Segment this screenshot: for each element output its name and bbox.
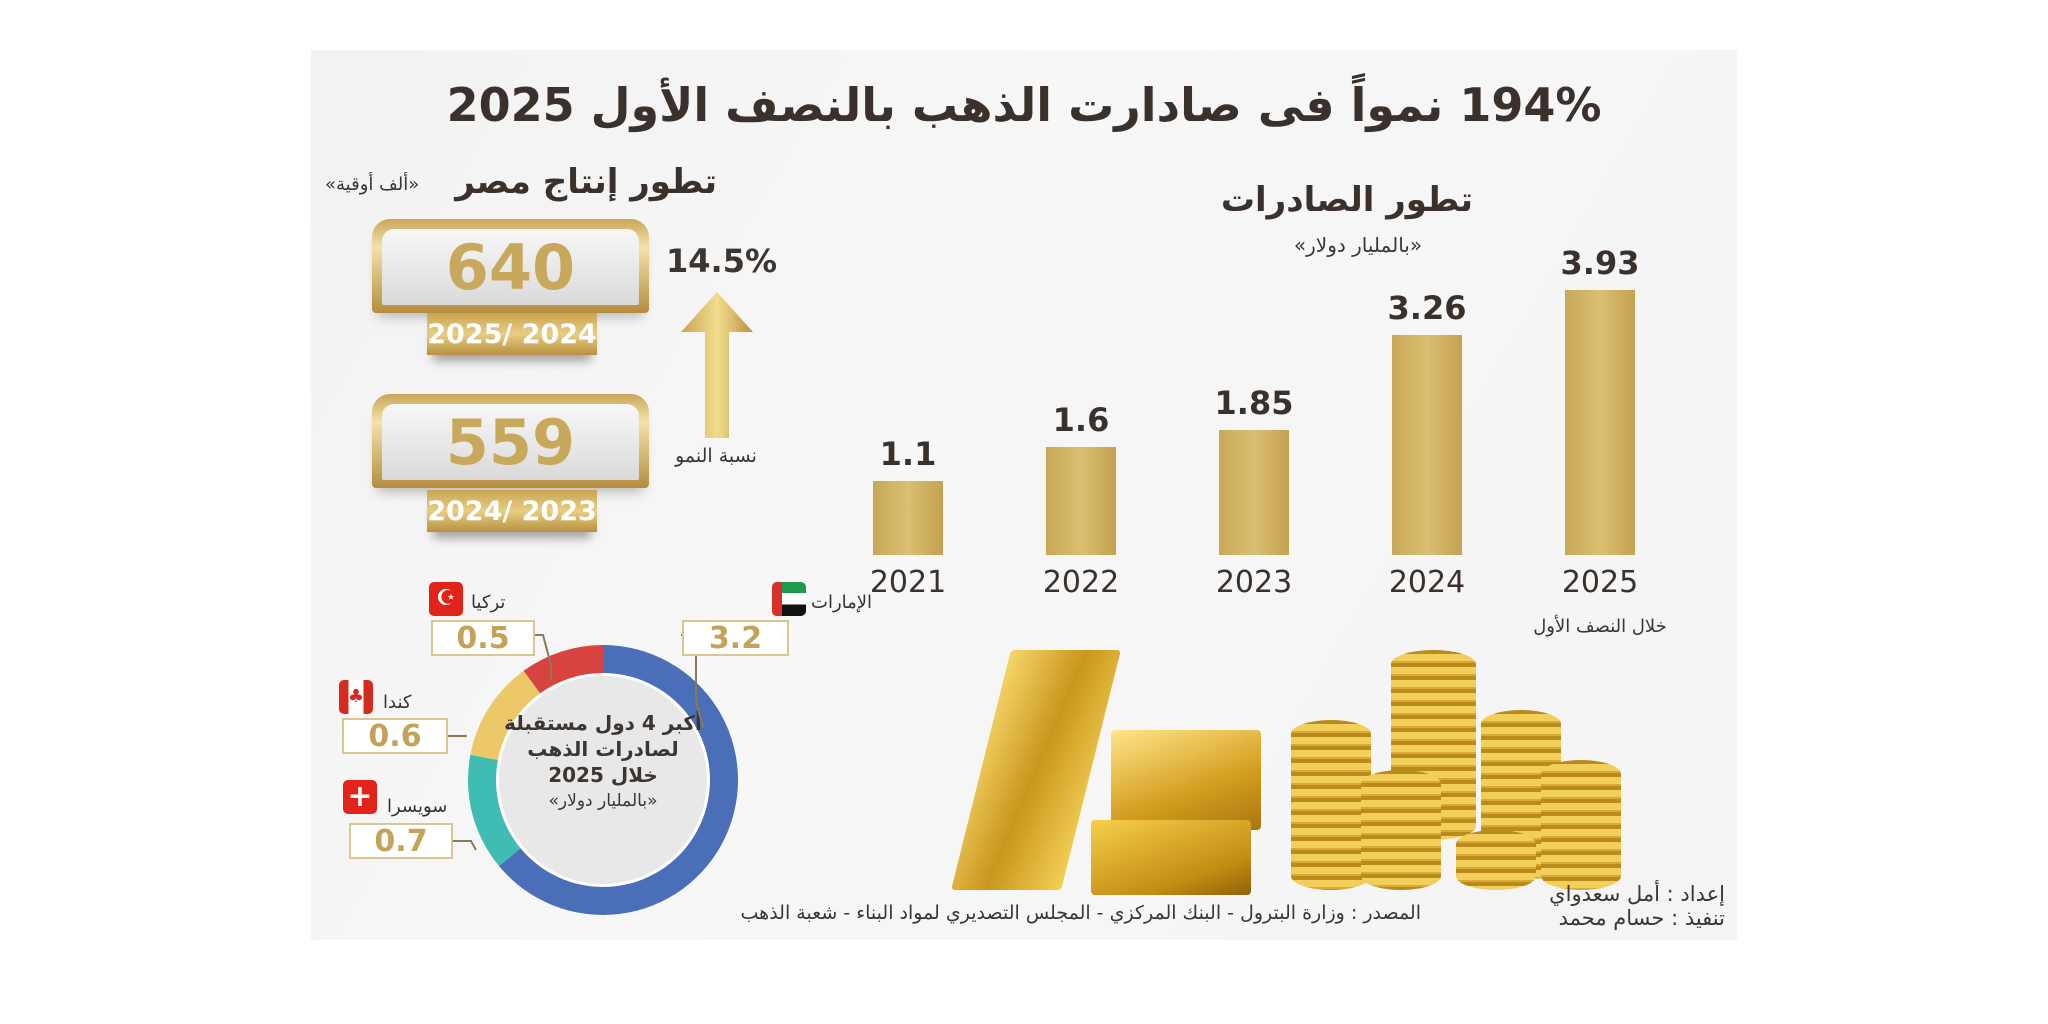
gold-bar <box>1111 730 1261 830</box>
turkey-label: تركيا <box>471 592 506 613</box>
main-title: 194% نمواً فى صادارت الذهب بالنصف الأول … <box>446 78 1602 132</box>
uae-label: الإمارات <box>811 592 873 613</box>
switzerland-label: سويسرا <box>387 796 448 817</box>
production-value-2: 559 <box>382 404 639 480</box>
production-box-1: 640 <box>372 219 649 313</box>
year-label: 2021 <box>869 565 947 600</box>
credits: إعداد : أمل سعدواي تنفيذ : حسام محمد <box>1549 882 1725 930</box>
infographic-panel: 194% نمواً فى صادارت الذهب بالنصف الأول … <box>311 50 1737 940</box>
bar-value-label: 3.93 <box>1560 243 1640 282</box>
uae-value: 3.2 <box>682 620 789 656</box>
designed-by: تنفيذ : حسام محمد <box>1558 906 1725 930</box>
bar-2022 <box>1046 447 1116 555</box>
growth-label: نسبة النمو <box>675 445 757 467</box>
prepared-by: إعداد : أمل سعدواي <box>1549 882 1725 906</box>
bar-value-label: 3.26 <box>1387 288 1467 327</box>
donut-center-text: أكبر 4 دول مستقبلة لصادرات الذهب خلال 20… <box>488 710 718 814</box>
bar-2021 <box>873 480 943 555</box>
turkey-value: 0.5 <box>431 620 535 656</box>
donut-slice-turkey <box>523 645 603 694</box>
production-period-2: 2024/ 2023 <box>427 490 597 532</box>
gold-bars-coins-image <box>941 640 1661 920</box>
production-box-2: 559 <box>372 394 649 488</box>
donut-center-line3: خلال 2025 <box>548 763 658 787</box>
production-value-1: 640 <box>382 229 639 305</box>
exports-title: تطور الصادرات <box>1220 180 1473 220</box>
year-label: 2023 <box>1215 565 1293 600</box>
donut-slice-canada <box>470 670 541 760</box>
switzerland-flag-icon: + <box>343 780 377 814</box>
gold-coin-stack <box>1541 760 1621 890</box>
source-text: المصدر : وزارة البترول - البنك المركزي -… <box>740 902 1421 924</box>
production-title: تطور إنتاج مصر <box>455 162 717 202</box>
donut-center-unit: «بالمليار دولار» <box>548 791 658 811</box>
turkey-flag-icon: ☪ <box>429 582 463 616</box>
year-label: 2024 <box>1388 565 1466 600</box>
canada-flag-icon: ♣ <box>339 680 373 714</box>
bar-2024 <box>1392 334 1462 555</box>
canada-label: كندا <box>383 692 412 713</box>
production-unit: «ألف أوقية» <box>325 174 420 195</box>
year-label: 2022 <box>1042 565 1120 600</box>
canada-value: 0.6 <box>342 718 448 754</box>
bar-2025 <box>1565 289 1635 555</box>
gold-coin-stack <box>1456 830 1536 890</box>
donut-slice-switzerland <box>468 754 521 867</box>
donut-center-line1: أكبر 4 دول مستقبلة <box>504 711 702 735</box>
bar-value-label: 1.85 <box>1214 384 1294 423</box>
bar-value-label: 1.6 <box>1052 401 1110 439</box>
gold-coin-stack <box>1291 720 1371 890</box>
growth-arrow-icon <box>681 292 753 438</box>
donut-slice-uae <box>498 645 738 915</box>
uae-flag-icon <box>772 582 806 616</box>
gold-coin-stack <box>1361 770 1441 890</box>
bar-value-label: 1.1 <box>879 434 937 473</box>
gold-bar <box>1091 820 1251 895</box>
switzerland-value: 0.7 <box>349 823 453 859</box>
year-label: 2025 <box>1561 565 1639 600</box>
bar-2023 <box>1219 430 1289 555</box>
production-period-1: 2025/ 2024 <box>427 313 597 355</box>
exports-unit: «بالمليار دولار» <box>1293 233 1423 257</box>
year-note: خلال النصف الأول <box>1533 616 1667 637</box>
export-destinations-donut <box>468 645 738 915</box>
growth-value: 14.5% <box>666 242 778 280</box>
donut-center-line2: لصادرات الذهب <box>527 737 679 761</box>
